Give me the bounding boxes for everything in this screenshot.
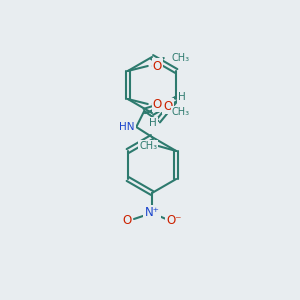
Text: HN: HN — [119, 122, 135, 132]
Text: O⁻: O⁻ — [166, 214, 182, 227]
Text: CH₃: CH₃ — [172, 107, 190, 117]
Text: CH₃: CH₃ — [139, 141, 157, 151]
Text: H: H — [149, 118, 157, 128]
Text: O: O — [122, 214, 132, 227]
Text: H: H — [178, 92, 186, 102]
Text: O: O — [153, 59, 162, 73]
Text: CH₃: CH₃ — [172, 53, 190, 63]
Text: O: O — [164, 100, 173, 112]
Text: N⁺: N⁺ — [145, 206, 159, 220]
Text: O: O — [153, 98, 162, 110]
